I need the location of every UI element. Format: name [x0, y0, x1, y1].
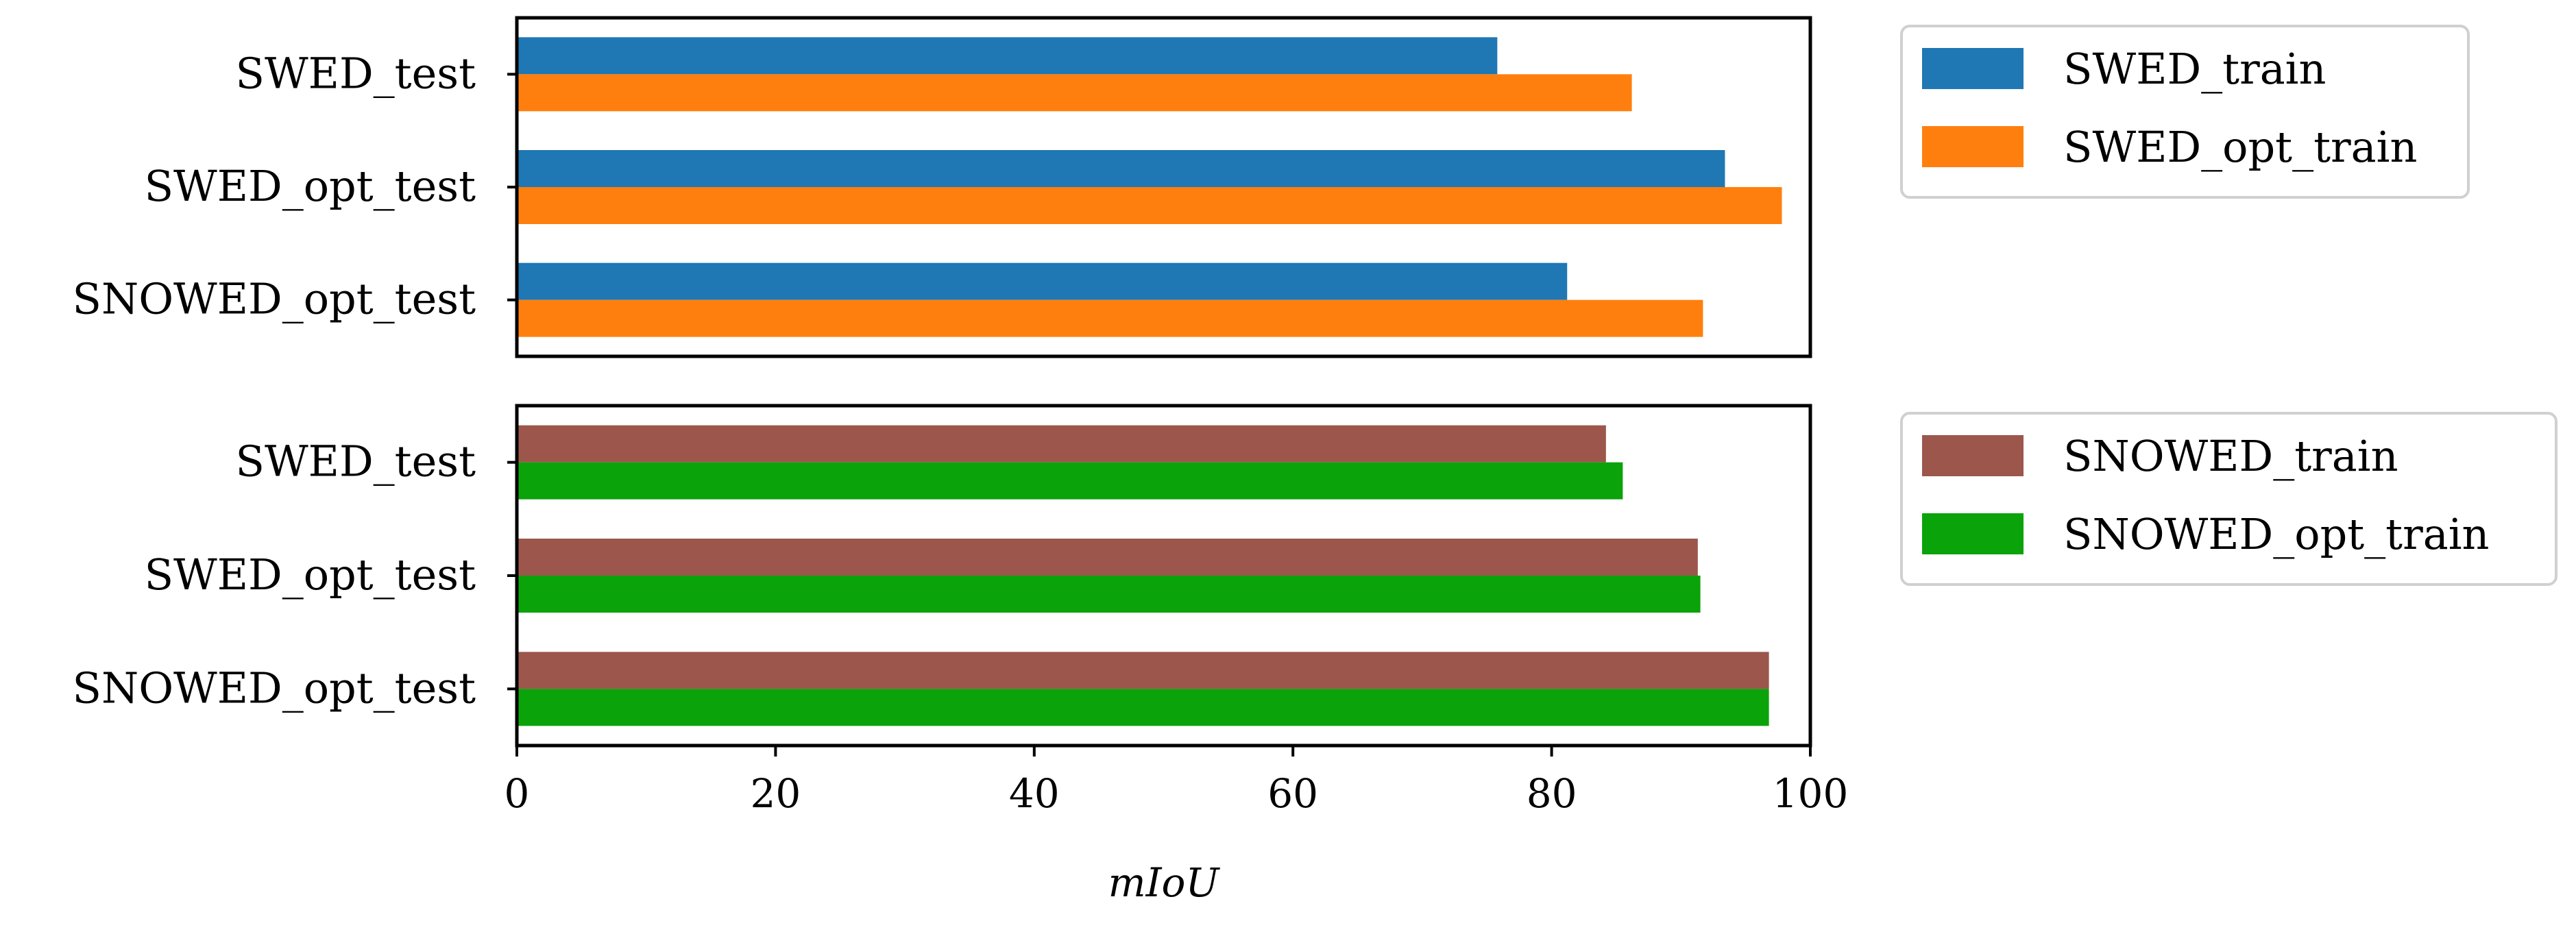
- bar-snowed-opt-train-swed-test: [517, 462, 1623, 500]
- legend-swatch: [1922, 126, 2024, 167]
- legend-label: SNOWED_opt_train: [2063, 509, 2489, 559]
- x-tick-label: 60: [1267, 770, 1318, 817]
- x-tick-label: 40: [1009, 770, 1060, 817]
- legend-label: SNOWED_train: [2063, 431, 2398, 481]
- bar-swed-train-snowed-opt-test: [517, 262, 1568, 300]
- category-label: SWED_test: [235, 48, 476, 98]
- category-label: SWED_opt_test: [145, 550, 476, 600]
- bar-swed-train-swed-test: [517, 37, 1498, 75]
- legend-label: SWED_opt_train: [2063, 122, 2417, 172]
- plot-frame: [515, 16, 1812, 358]
- bar-snowed-opt-train-swed-opt-test: [517, 576, 1701, 613]
- legend-box: [1900, 412, 2557, 586]
- x-tick-label: 0: [505, 770, 530, 817]
- bar-snowed-train-swed-test: [517, 425, 1606, 463]
- category-label: SWED_test: [235, 437, 476, 487]
- legend-box: [1900, 25, 2470, 199]
- category-label: SNOWED_opt_test: [72, 274, 476, 324]
- x-axis-title: mIoU: [1108, 859, 1221, 906]
- bar-swed-opt-train-snowed-opt-test: [517, 299, 1703, 337]
- x-tick-label: 100: [1773, 770, 1849, 817]
- bar-swed-opt-train-swed-opt-test: [517, 187, 1782, 224]
- bar-snowed-opt-train-snowed-opt-test: [517, 689, 1769, 726]
- bar-snowed-train-snowed-opt-test: [517, 652, 1769, 689]
- legend-swatch: [1922, 48, 2024, 89]
- category-label: SNOWED_opt_test: [72, 663, 476, 713]
- bar-swed-train-swed-opt-test: [517, 150, 1725, 187]
- plot-frame: [515, 404, 1812, 748]
- legend-swatch: [1922, 513, 2024, 554]
- legend-label: SWED_train: [2063, 44, 2326, 94]
- category-label: SWED_opt_test: [145, 161, 476, 211]
- x-tick-label: 20: [750, 770, 801, 817]
- legend-swatch: [1922, 435, 2024, 476]
- bar-snowed-train-swed-opt-test: [517, 539, 1698, 576]
- bar-swed-opt-train-swed-test: [517, 74, 1632, 112]
- x-tick-label: 80: [1527, 770, 1577, 817]
